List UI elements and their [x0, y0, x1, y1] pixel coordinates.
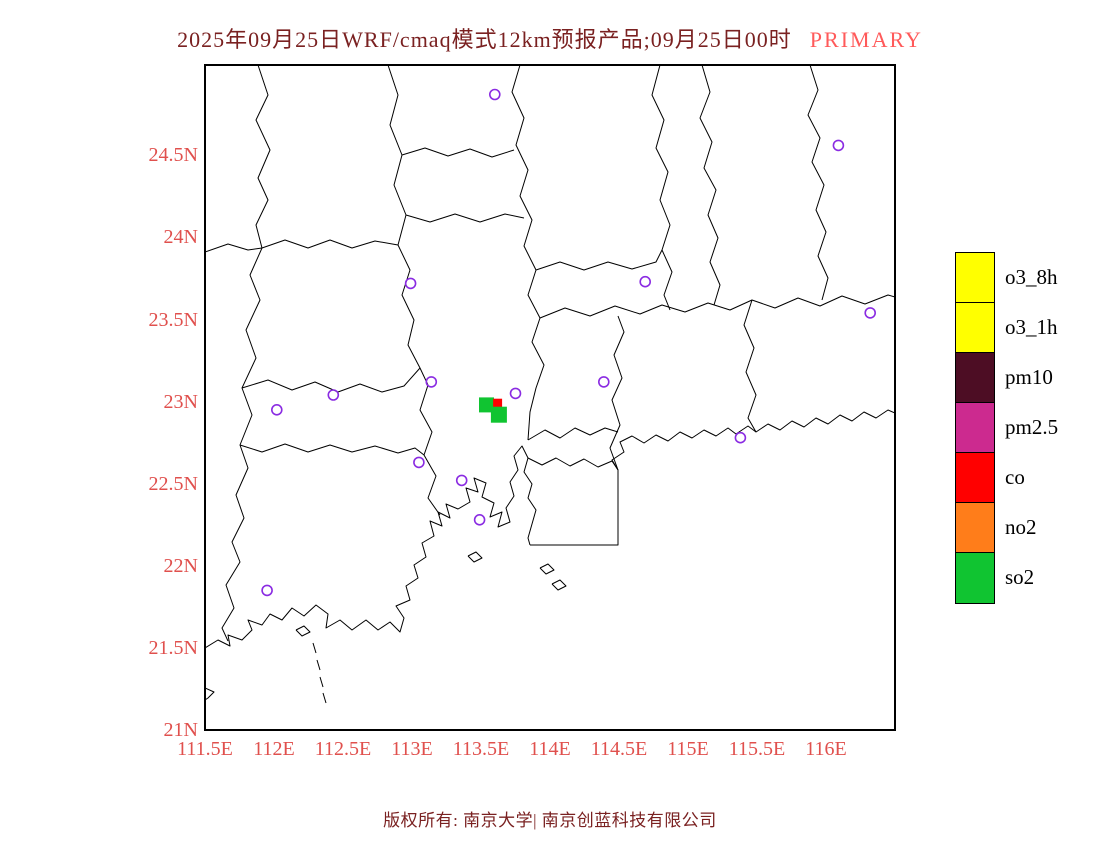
legend-swatch-pm2.5: [956, 403, 994, 453]
lat-tick-label: 21.5N: [148, 636, 198, 659]
pollutant-legend: o3_8h o3_1h pm10 pm2.5 co no2 so2: [955, 252, 1058, 604]
forecast-cell: [490, 406, 507, 423]
legend-swatch-pm10: [956, 353, 994, 403]
boundary-line: [205, 445, 537, 649]
boundary-line: [419, 384, 441, 516]
legend-colorbar: [955, 252, 995, 604]
boundary-line: [255, 65, 271, 249]
lon-tick-label: 112E: [253, 738, 295, 760]
lon-tick-label: 114E: [529, 738, 571, 760]
lon-tick-label: 112.5E: [314, 738, 372, 760]
lon-tick-label: 113.5E: [452, 738, 510, 760]
county-boundaries: [205, 65, 895, 704]
station-marker: [488, 88, 501, 101]
legend-swatch-co: [956, 453, 994, 503]
legend-label: pm10: [1005, 365, 1053, 389]
boundary-line: [322, 692, 327, 704]
boundary-line: [539, 294, 895, 319]
pollutant-grid-cells: [479, 397, 507, 423]
boundary-line: [527, 427, 619, 441]
lat-tick-label: 22N: [163, 554, 198, 577]
boundary-line: [743, 299, 757, 433]
boundary-line: [609, 315, 625, 471]
lon-tick-label: 114.5E: [590, 738, 648, 760]
boundary-line: [511, 65, 545, 441]
station-marker: [832, 139, 845, 152]
boundary-line: [239, 443, 425, 456]
boundary-line: [535, 249, 663, 271]
station-marker: [327, 389, 340, 401]
legend-label: pm2.5: [1005, 415, 1059, 439]
legend-label: no2: [1005, 515, 1037, 539]
city-station-markers: [261, 88, 877, 597]
station-marker: [639, 275, 652, 288]
station-marker: [509, 387, 522, 400]
legend-label-column: o3_8h o3_1h pm10 pm2.5 co no2 so2: [1005, 252, 1058, 602]
boundary-line: [551, 579, 567, 591]
forecast-cell: [493, 398, 503, 408]
boundary-line: [319, 676, 324, 688]
boundary-line: [401, 147, 515, 158]
boundary-line: [699, 65, 721, 306]
page-title: 2025年09月25日WRF/cmaq模式12km预报产品;09月25日00时 P…: [0, 22, 1100, 54]
boundary-line: [405, 213, 525, 223]
boundary-line: [241, 367, 421, 393]
legend-label: co: [1005, 465, 1025, 489]
lat-tick-label: 23.5N: [148, 308, 198, 331]
boundary-line: [261, 239, 399, 249]
lat-tick-label: 24N: [163, 226, 198, 249]
lat-tick-label: 21N: [163, 719, 198, 741]
station-marker: [404, 277, 417, 290]
legend-label: o3_1h: [1005, 315, 1058, 339]
legend-label: o3_8h: [1005, 265, 1058, 289]
station-marker: [455, 474, 468, 487]
boundary-line: [316, 659, 321, 671]
station-marker: [413, 456, 425, 469]
lon-tick-label: 115E: [667, 738, 709, 760]
boundary-line: [205, 687, 215, 701]
lat-tick-label: 24.5N: [148, 144, 198, 167]
station-marker: [864, 307, 877, 319]
forecast-cell: [479, 397, 494, 413]
lon-tick-label: 111.5E: [177, 738, 233, 760]
legend-swatch-o3_8h: [956, 253, 994, 303]
station-marker: [734, 431, 747, 444]
station-marker: [425, 376, 438, 388]
title-primary-tag: PRIMARY: [809, 27, 923, 52]
station-marker: [270, 403, 283, 416]
lat-tick-label: 22.5N: [148, 472, 198, 495]
station-marker: [473, 513, 486, 526]
boundary-line: [467, 551, 483, 563]
legend-swatch-so2: [956, 553, 994, 603]
station-marker: [597, 376, 610, 388]
boundary-line: [539, 563, 555, 575]
boundary-line: [807, 65, 829, 301]
boundary-line: [611, 409, 895, 471]
boundary-line: [205, 243, 263, 253]
lon-tick-label: 116E: [805, 738, 847, 760]
boundary-line: [221, 247, 263, 642]
station-marker: [261, 584, 273, 597]
title-text: 2025年09月25日WRF/cmaq模式12km预报产品;09月25日00时: [177, 27, 792, 52]
boundary-line: [295, 625, 311, 637]
boundary-line: [387, 65, 429, 386]
lon-tick-label: 115.5E: [728, 738, 786, 760]
boundary-line: [530, 470, 619, 546]
legend-swatch-no2: [956, 503, 994, 553]
lat-tick-label: 23N: [163, 390, 198, 413]
lon-tick-label: 113E: [391, 738, 433, 760]
map-frame: [204, 64, 896, 731]
boundary-line: [312, 642, 317, 654]
legend-swatch-o3_1h: [956, 303, 994, 353]
legend-label: so2: [1005, 565, 1035, 589]
boundary-line: [651, 65, 673, 311]
boundary-line: [527, 457, 619, 471]
copyright-footer: 版权所有: 南京大学| 南京创蓝科技有限公司: [383, 811, 717, 830]
